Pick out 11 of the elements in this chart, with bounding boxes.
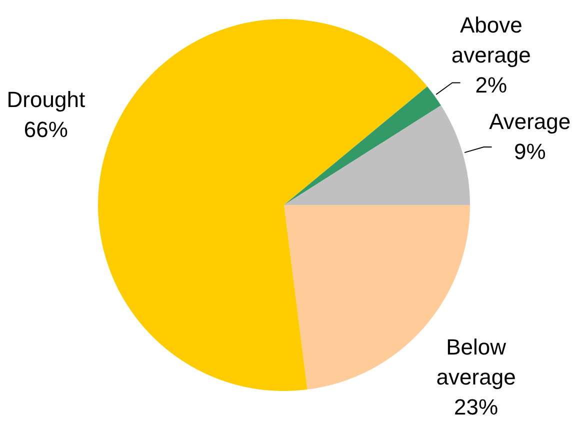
data-label: 66% [24, 116, 68, 142]
slice-label: Average [489, 108, 571, 134]
pie-slice [284, 86, 442, 205]
data-label: 9% [514, 138, 546, 164]
slice-label: Below average [436, 334, 516, 390]
slice-label: Drought [6, 86, 86, 112]
data-label: 2% [475, 72, 508, 98]
data-label: 23% [454, 394, 498, 420]
pie-slice [98, 19, 428, 391]
slice-label: Above average [451, 12, 531, 68]
pie-slice [284, 105, 470, 205]
